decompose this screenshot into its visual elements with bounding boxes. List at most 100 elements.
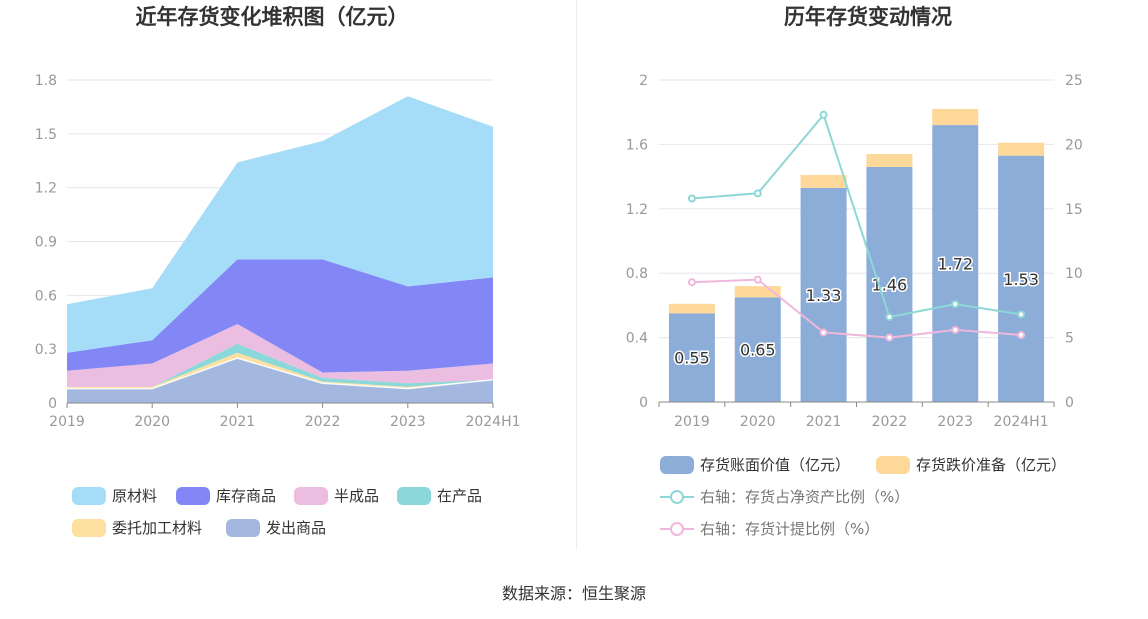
point-ratio_net <box>687 194 696 203</box>
area-stock <box>67 259 493 373</box>
point-ratio_prov <box>951 325 960 334</box>
left-chart-title: 近年存货变化堆积图（亿元） <box>136 5 409 29</box>
y2-tick-label: 15 <box>1065 202 1083 218</box>
legend-label: 委托加工材料 <box>112 519 202 537</box>
area-shipped <box>67 358 493 403</box>
x-tick-label: 2023 <box>390 414 426 430</box>
y-tick-label: 1.2 <box>626 202 648 218</box>
bar-data-label: 0.55 <box>674 349 710 368</box>
bar-book-value <box>998 155 1045 402</box>
source-note: 数据来源：恒生聚源 <box>501 584 646 603</box>
area-consign <box>67 352 493 389</box>
y-tick-label: 1.5 <box>35 127 57 143</box>
legend-label: 右轴：存货计提比例（%） <box>700 520 879 538</box>
y-tick-label: 0.9 <box>35 235 57 251</box>
bar-provision <box>866 154 913 167</box>
legend-swatch-semi <box>294 487 328 505</box>
x-tick-label: 2020 <box>740 414 776 430</box>
point-ratio_net <box>951 300 960 309</box>
y-tick-label: 1.6 <box>626 137 648 153</box>
bar-line-chart: 历年存货变动情况 0.55 0.651.331.461.721.53 00.40.… <box>626 5 1083 538</box>
area-edge-shipped <box>67 357 494 390</box>
legend-swatch-raw <box>72 487 106 505</box>
legend-marker-ratio_prov <box>670 522 684 536</box>
x-tick-label: 2019 <box>49 414 85 430</box>
legend-label: 发出商品 <box>266 519 326 537</box>
bar-provision <box>668 303 715 314</box>
legend-label: 右轴：存货占净资产比例（%） <box>700 488 909 506</box>
point-ratio_prov <box>885 333 894 342</box>
right-legend: 存货账面价值（亿元） 存货跌价准备（亿元） 右轴：存货占净资产比例（%） 右轴：存货计… <box>660 456 1066 538</box>
point-ratio_net <box>1017 310 1026 319</box>
bar-provision <box>734 286 781 298</box>
y-tick-label: 0.4 <box>626 331 648 347</box>
legend-swatch-shipped <box>226 519 260 537</box>
area-semi <box>67 324 493 387</box>
chart-divider <box>576 0 577 550</box>
line-ratio_prov <box>691 278 1022 339</box>
right-bars: 0.55 0.651.331.461.721.53 <box>668 108 1045 402</box>
right-lines <box>687 110 1026 342</box>
bar-book-value <box>734 297 781 402</box>
y-tick-label: 0.8 <box>626 266 648 282</box>
bar-book-value <box>800 187 847 402</box>
x-tick-label: 2024H1 <box>994 414 1049 430</box>
x-tick-label: 2022 <box>872 414 908 430</box>
legend-marker-ratio_net <box>670 490 684 504</box>
y-tick-label: 1.8 <box>35 73 57 89</box>
y2-tick-label: 0 <box>1065 395 1074 411</box>
legend-label: 在产品 <box>437 487 482 505</box>
line-ratio_net <box>691 112 1022 319</box>
point-ratio_prov <box>753 275 762 284</box>
y-tick-label: 0.3 <box>35 342 57 358</box>
bar-data-label: 1.33 <box>806 286 842 305</box>
point-ratio_prov <box>1017 331 1026 340</box>
area-raw <box>67 96 493 353</box>
legend-label: 库存商品 <box>216 487 276 505</box>
legend-label: 半成品 <box>334 487 379 505</box>
point-ratio_net <box>753 189 762 198</box>
y2-tick-label: 10 <box>1065 266 1083 282</box>
legend-swatch-wip <box>397 487 431 505</box>
legend-label: 存货跌价准备（亿元） <box>916 456 1066 474</box>
area-wip <box>67 343 493 387</box>
bar-book-value <box>866 166 913 402</box>
x-tick-label: 2022 <box>305 414 341 430</box>
legend-swatch-book <box>660 456 694 474</box>
point-ratio_prov <box>819 328 828 337</box>
y2-tick-label: 5 <box>1065 331 1074 347</box>
stacked-area-chart: 近年存货变化堆积图（亿元） 0 0.3 0.6 0.9 1.2 1.5 1.8 2019 202… <box>35 5 521 537</box>
legend-label: 原材料 <box>112 487 157 505</box>
legend-swatch-consign <box>72 519 106 537</box>
point-ratio_prov <box>687 278 696 287</box>
bar-provision <box>932 108 979 126</box>
bar-data-label: 1.72 <box>937 255 973 274</box>
bar-book-value <box>932 125 979 402</box>
y2-tick-label: 25 <box>1065 73 1083 89</box>
y-tick-label: 0.6 <box>35 288 57 304</box>
y-tick-label: 0 <box>48 396 57 412</box>
x-tick-label: 2020 <box>134 414 170 430</box>
legend-swatch-provision <box>876 456 910 474</box>
right-chart-title: 历年存货变动情况 <box>784 5 952 29</box>
x-tick-label: 2024H1 <box>465 414 520 430</box>
x-tick-label: 2019 <box>674 414 710 430</box>
left-axes: 0 0.3 0.6 0.9 1.2 1.5 1.8 2019 2020 2021 2022 2023 2… <box>35 73 521 430</box>
left-areas <box>67 96 494 403</box>
legend-swatch-stock <box>176 487 210 505</box>
bar-provision <box>800 174 847 188</box>
bar-book-value <box>668 313 715 402</box>
point-ratio_net <box>819 110 828 119</box>
legend-label: 存货账面价值（亿元） <box>700 456 850 474</box>
bar-data-label: 0.65 <box>740 341 776 360</box>
x-tick-label: 2023 <box>937 414 973 430</box>
y-tick-label: 1.2 <box>35 181 57 197</box>
y2-tick-label: 20 <box>1065 137 1083 153</box>
x-tick-label: 2021 <box>806 414 842 430</box>
y-tick-label: 0 <box>639 395 648 411</box>
y-tick-label: 2 <box>639 73 648 89</box>
bar-provision <box>998 142 1045 156</box>
right-grid <box>659 79 1054 339</box>
